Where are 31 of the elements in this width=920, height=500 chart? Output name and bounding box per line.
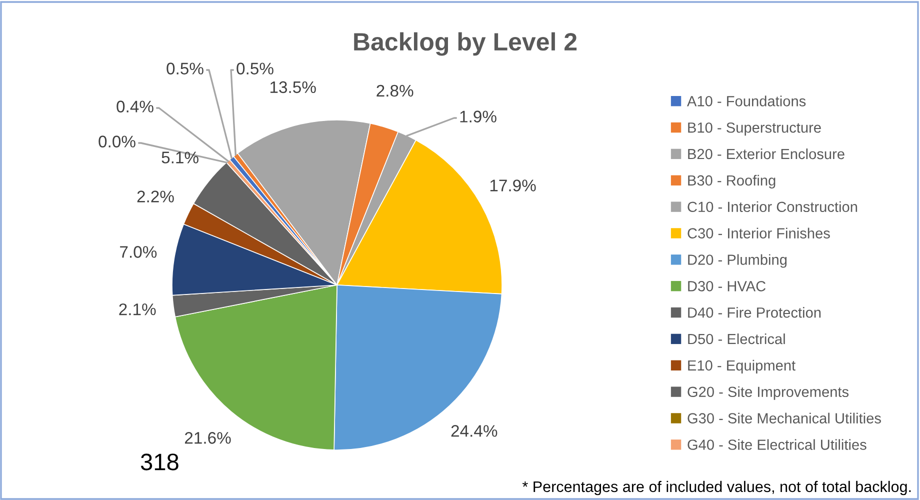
- data-label: 2.1%: [119, 303, 156, 316]
- text: 318: [140, 454, 178, 470]
- legend-label: D50 - Electrical: [688, 333, 785, 344]
- data-label: 24.4%: [451, 425, 498, 437]
- data-label: 7.0%: [120, 246, 157, 258]
- legend-label: B30 - Roofing: [688, 174, 776, 189]
- legend-label: G30 - Site Mechanical Utilities: [688, 412, 881, 424]
- legend-label: D40 - Fire Protection: [688, 307, 821, 318]
- data-label: 1.9%: [460, 110, 496, 122]
- legend-label: D20 - Plumbing: [688, 254, 787, 268]
- chart-title: Backlog by Level 2: [354, 32, 577, 56]
- legend-label: G40 - Site Electrical Utilities: [688, 439, 866, 450]
- legend-label: B10 - Superstructure: [688, 122, 821, 136]
- legend-label: C30 - Interior Finishes: [688, 228, 830, 238]
- data-label: 5.1%: [162, 152, 198, 164]
- data-label: 13.5%: [270, 81, 316, 94]
- text: * Percentages are of included values, not of total backlog.: [522, 480, 911, 496]
- legend-label: C10 - Interior Construction: [688, 201, 858, 212]
- legend-label: B20 - Exterior Enclosure: [688, 148, 844, 160]
- legend-label: G20 - Site Improvements: [688, 386, 849, 400]
- legend-label: D30 - HVAC: [688, 281, 766, 292]
- data-label: 2.8%: [376, 84, 414, 97]
- data-label: 0.4%: [116, 100, 154, 112]
- legend-label: A10 - Foundations: [686, 96, 806, 106]
- data-label: 17.9%: [490, 180, 536, 192]
- text: 0.0%: [98, 136, 136, 148]
- legend-label: E10 - Equipment: [688, 360, 796, 374]
- data-label: 0.5%: [166, 62, 204, 74]
- data-label: 2.2%: [137, 190, 174, 202]
- data-label: 21.6%: [184, 432, 231, 444]
- data-label: 0.5%: [236, 62, 274, 74]
